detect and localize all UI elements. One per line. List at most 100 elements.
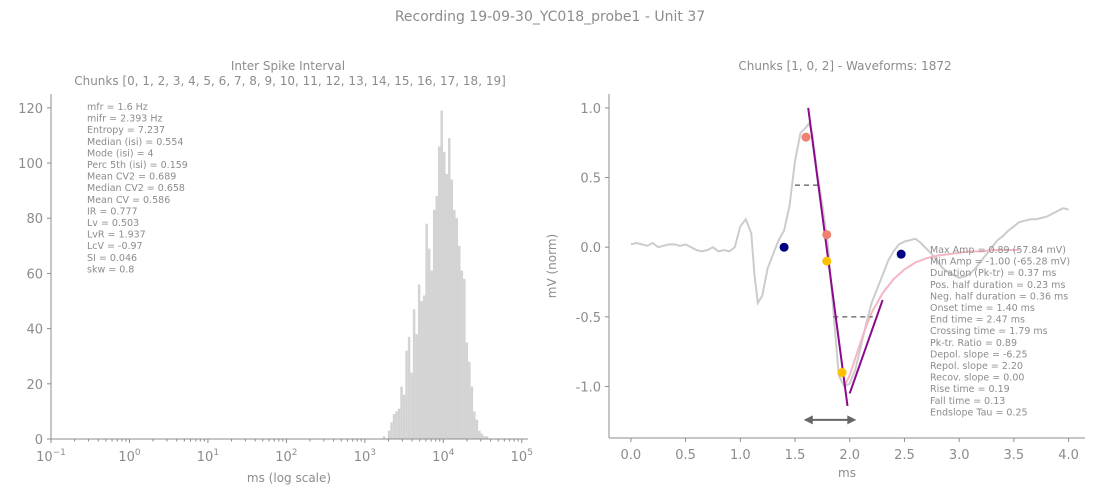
isi-stat-line: Mean CV2 = 0.689	[87, 172, 176, 183]
isi-bar	[415, 334, 418, 439]
waveform-stat-line: Max Amp = 0.89 (57.84 mV)	[930, 245, 1066, 256]
waveform-stat-line: Rise time = 0.19	[930, 384, 1010, 395]
waveform-marker	[837, 368, 847, 378]
waveform-stat-line: Min Amp = -1.00 (-65.28 mV)	[930, 257, 1070, 268]
isi-y-tick-label: 0	[35, 433, 43, 448]
waveform-x-tick-label: 3.0	[949, 448, 970, 463]
isi-bar	[427, 248, 431, 439]
isi-bar	[410, 372, 413, 439]
waveform-marker	[801, 132, 811, 142]
isi-bar	[453, 209, 456, 439]
waveform-stat-line: Onset time = 1.40 ms	[930, 303, 1035, 314]
isi-y-tick-label: 120	[18, 102, 43, 117]
waveform-stat-line: Duration (Pk-tr) = 0.37 ms	[930, 268, 1056, 279]
isi-x-tick-label: 105	[511, 448, 533, 465]
waveform-y-tick-label: -1.0	[576, 380, 601, 395]
waveform-x-tick-label: 1.0	[730, 448, 751, 463]
waveform-x-tick-label: 0.5	[675, 448, 696, 463]
isi-stat-line: Mean CV = 0.586	[87, 195, 170, 206]
isi-bar	[473, 411, 476, 439]
isi-bar	[405, 350, 408, 439]
waveform-x-tick-label: 3.5	[1004, 448, 1025, 463]
isi-bars	[382, 110, 489, 440]
isi-y-tick-label: 60	[26, 267, 43, 282]
isi-bar	[412, 309, 416, 439]
duration-arrow-head	[847, 415, 857, 425]
waveform-y-tick-label: 0.0	[580, 241, 601, 256]
isi-stat-line: mfr = 1.6 Hz	[87, 102, 148, 113]
waveform-y-tick-label: 1.0	[580, 102, 601, 117]
isi-chart-title: Inter Spike Interval	[231, 59, 345, 73]
waveform-ticks: 1.0 0.5 0.0 -0.5 -1.0 0.0 0.5 1.0 1.5 2.0 2.5 3.0 3.…	[576, 102, 1079, 463]
isi-bar	[390, 422, 393, 439]
waveform-marker	[779, 242, 789, 252]
waveform-stat-line: Fall time = 0.13	[930, 396, 1005, 407]
waveform-x-tick-label: 1.5	[785, 448, 806, 463]
waveform-x-tick-label: 2.0	[839, 448, 860, 463]
isi-bar	[450, 179, 454, 439]
isi-stat-line: Lv = 0.503	[87, 218, 139, 229]
waveform-stat-line: Depol. slope = -6.25	[930, 349, 1028, 360]
isi-x-tick-label: 103	[354, 448, 376, 465]
waveform-marker	[822, 230, 832, 240]
isi-bar	[478, 430, 481, 439]
waveform-marker	[822, 256, 832, 266]
isi-bar	[432, 209, 436, 439]
isi-bar	[475, 419, 479, 439]
isi-x-tick-label: 102	[275, 448, 297, 465]
waveform-x-tick-label: 0.0	[621, 448, 642, 463]
isi-bar	[468, 361, 471, 439]
waveform-stat-line: End time = 2.47 ms	[930, 315, 1025, 326]
waveform-stat-line: Endslope Tau = 0.25	[930, 407, 1028, 418]
waveform-stat-line: Repol. slope = 2.20	[930, 361, 1023, 372]
waveform-x-label: ms	[838, 466, 856, 480]
isi-stat-line: mifr = 2.393 Hz	[87, 114, 163, 125]
waveform-chart-title: Chunks [1, 0, 2] - Waveforms: 1872	[738, 59, 951, 73]
isi-x-tick-label: 10−1	[36, 448, 66, 465]
isi-stat-line: LvR = 1.937	[87, 230, 146, 241]
waveform-marker	[896, 249, 906, 259]
isi-stat-line: IR = 0.777	[87, 206, 138, 217]
isi-bar	[437, 146, 441, 439]
isi-bar	[397, 408, 401, 439]
isi-bar	[387, 430, 391, 439]
isi-bar	[430, 270, 433, 439]
waveform-x-tick-label: 2.5	[894, 448, 915, 463]
isi-bar	[382, 436, 386, 439]
isi-bar	[440, 110, 443, 439]
isi-stat-line: Perc 5th (isi) = 0.159	[87, 160, 188, 171]
isi-bar	[470, 386, 474, 439]
isi-stat-line: Median (isi) = 0.554	[87, 137, 183, 148]
isi-bar	[458, 245, 461, 439]
waveform-y-tick-label: -0.5	[576, 311, 601, 326]
isi-chart-subtitle: Chunks [0, 1, 2, 3, 4, 5, 6, 7, 8, 9, 10…	[74, 74, 506, 88]
figure-title: Recording 19-09-30_YC018_probe1 - Unit 3…	[395, 9, 705, 25]
isi-stat-line: Entropy = 7.237	[87, 125, 165, 136]
isi-bar	[465, 342, 469, 439]
isi-bar	[460, 270, 464, 439]
isi-stat-line: SI = 0.046	[87, 253, 137, 264]
isi-x-tick-label: 101	[197, 448, 219, 465]
isi-ticks: 0 20 40 60 80 100 120 10−1 100 101 102 103 104 105	[18, 102, 533, 465]
isi-bar	[435, 196, 438, 439]
isi-x-label: ms (log scale)	[247, 471, 331, 485]
isi-x-tick-label: 100	[118, 448, 141, 465]
isi-bar	[480, 433, 484, 439]
isi-bar	[425, 223, 428, 439]
isi-bar	[485, 436, 489, 439]
isi-bar	[420, 301, 423, 439]
slope-line	[848, 299, 884, 394]
waveform-stat-line: Recov. slope = 0.00	[930, 373, 1024, 384]
waveform-plot	[630, 107, 1069, 425]
isi-bar	[400, 386, 403, 439]
isi-bar	[455, 218, 459, 439]
waveform-x-tick-label: 4.0	[1058, 448, 1079, 463]
waveform-stat-line: Neg. half duration = 0.36 ms	[930, 291, 1068, 302]
isi-x-tick-label: 104	[432, 448, 455, 465]
isi-stat-line: Median CV2 = 0.658	[87, 183, 185, 194]
waveform-stat-line: Pos. half duration = 0.23 ms	[930, 280, 1065, 291]
isi-stat-line: skw = 0.8	[87, 264, 134, 275]
isi-y-tick-label: 20	[26, 378, 43, 393]
